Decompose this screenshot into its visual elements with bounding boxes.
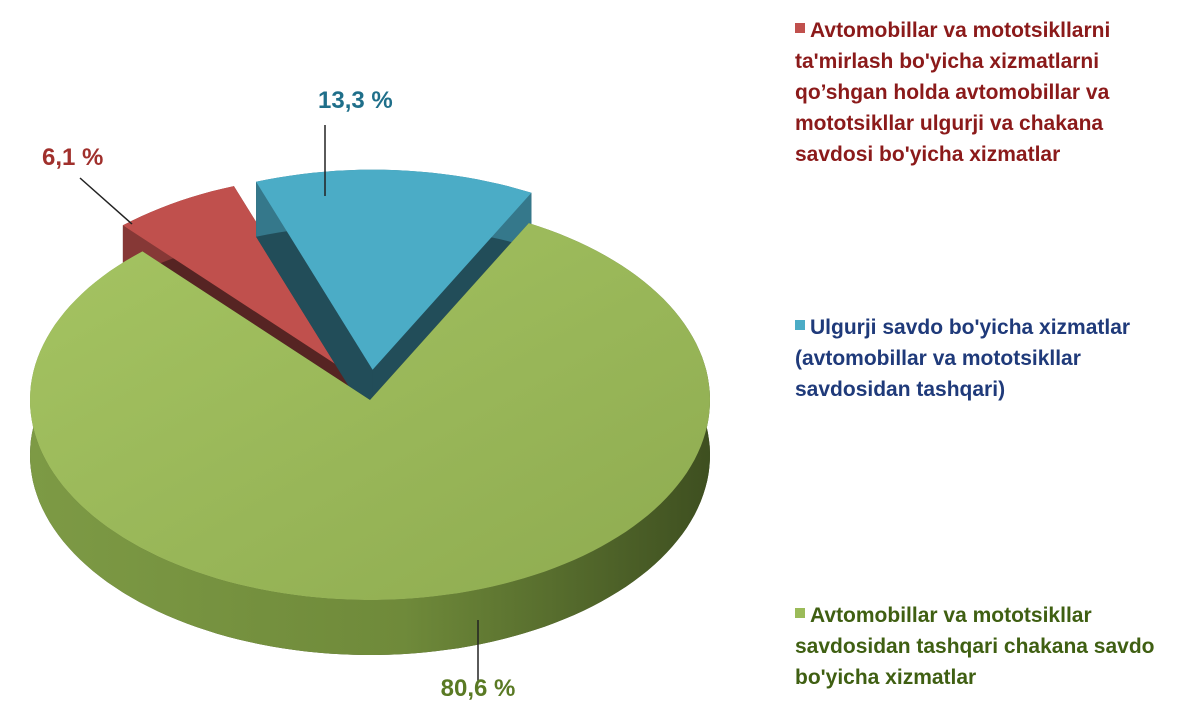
legend-label: Avtomobillar va mototsikllar savdosidan … — [795, 604, 1155, 689]
leader-line — [79, 177, 133, 225]
legend-item: Avtomobillar va mototsikllar savdosidan … — [795, 600, 1185, 693]
chart: 6,1 % 13,3 % 80,6 % — [30, 87, 710, 702]
legend-item: Avtomobillar va mototsikllarni ta'mirlas… — [795, 15, 1185, 170]
slice-cut-face — [256, 181, 373, 425]
data-label: 13,3 % — [318, 87, 393, 114]
slice — [30, 223, 710, 655]
slice-top — [30, 223, 710, 600]
legend-swatch — [795, 23, 805, 33]
legend-item: Ulgurji savdo bo'yicha xizmatlar (avtomo… — [795, 312, 1185, 405]
legend-swatch — [795, 320, 805, 330]
legend-label: Ulgurji savdo bo'yicha xizmatlar (avtomo… — [795, 316, 1131, 401]
legend-swatch — [795, 608, 805, 618]
slice-top — [122, 186, 351, 374]
legend-label: Avtomobillar va mototsikllarni ta'mirlas… — [795, 19, 1111, 166]
slice-top — [256, 169, 532, 370]
data-label: 6,1 % — [42, 144, 103, 171]
data-label: 80,6 % — [441, 675, 516, 702]
